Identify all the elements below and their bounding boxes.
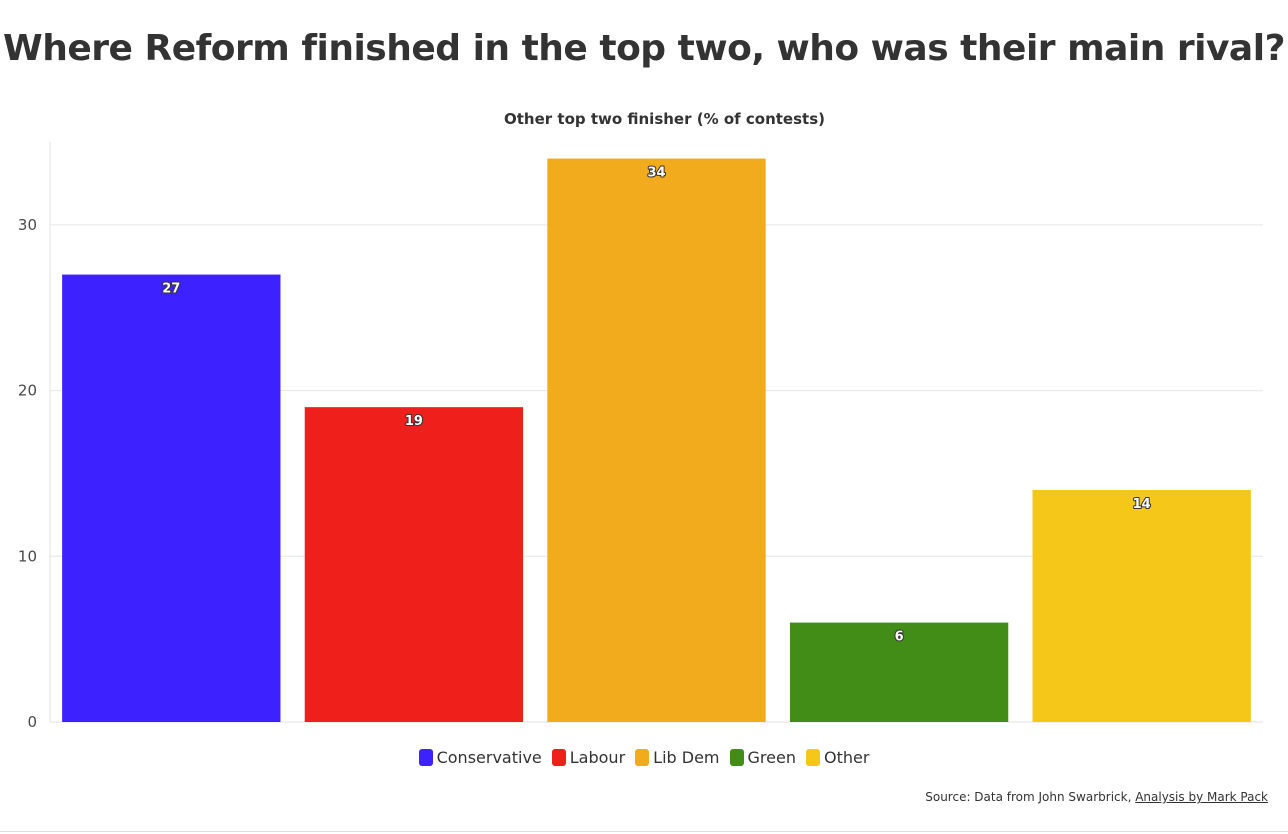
bar-conservative — [62, 274, 281, 722]
legend-swatch-conservative — [418, 749, 433, 766]
legend-item-other[interactable]: Other — [805, 748, 870, 767]
y-tick-label-0: 0 — [27, 713, 37, 731]
bar-lib-dem — [547, 158, 766, 723]
bar-chart-svg: Other top two finisher (% of contests) 0 1… — [18, 110, 1263, 731]
chart-title: Where Reform finished in the top two, wh… — [3, 28, 1285, 69]
source-text: Source: Data from John Swarbrick, — [925, 790, 1136, 804]
legend-label-other: Other — [823, 748, 870, 767]
chart-area: Other top two finisher (% of contests) 0 1… — [0, 100, 1288, 790]
data-label-green: 6 — [895, 630, 904, 645]
y-tick-label-20: 20 — [18, 382, 37, 400]
data-label-other: 14 — [1133, 497, 1151, 512]
legend-item-conservative[interactable]: Conservative — [418, 748, 542, 767]
legend-item-labour[interactable]: Labour — [551, 748, 626, 767]
source-link[interactable]: Analysis by Mark Pack — [1135, 790, 1268, 804]
y-tick-label-10: 10 — [18, 547, 37, 565]
source-note: Source: Data from John Swarbrick, Analys… — [925, 790, 1268, 804]
legend-item-lib-dem[interactable]: Lib Dem — [635, 748, 720, 767]
y-tick-label-30: 30 — [18, 216, 37, 234]
data-label-labour: 19 — [405, 414, 423, 429]
legend-label-green: Green — [747, 748, 796, 767]
legend-label-labour: Labour — [569, 748, 626, 767]
legend-swatch-lib-dem — [635, 749, 650, 766]
data-label-conservative: 27 — [162, 282, 180, 297]
bar-other — [1032, 490, 1251, 722]
legend-swatch-labour — [551, 749, 566, 766]
legend-swatch-green — [729, 749, 744, 766]
data-label-lib-dem: 34 — [647, 166, 665, 181]
legend-label-lib-dem: Lib Dem — [653, 748, 720, 767]
legend-label-conservative: Conservative — [436, 748, 542, 767]
legend-item-green[interactable]: Green — [729, 748, 796, 767]
bar-labour — [304, 407, 524, 722]
legend-swatch-other — [805, 749, 820, 766]
chart-subtitle: Other top two finisher (% of contests) — [504, 110, 825, 128]
bottom-divider — [0, 831, 1288, 832]
chart-legend: Conservative Labour Lib Dem Green Other — [0, 748, 1288, 767]
bar-green — [789, 622, 1009, 722]
